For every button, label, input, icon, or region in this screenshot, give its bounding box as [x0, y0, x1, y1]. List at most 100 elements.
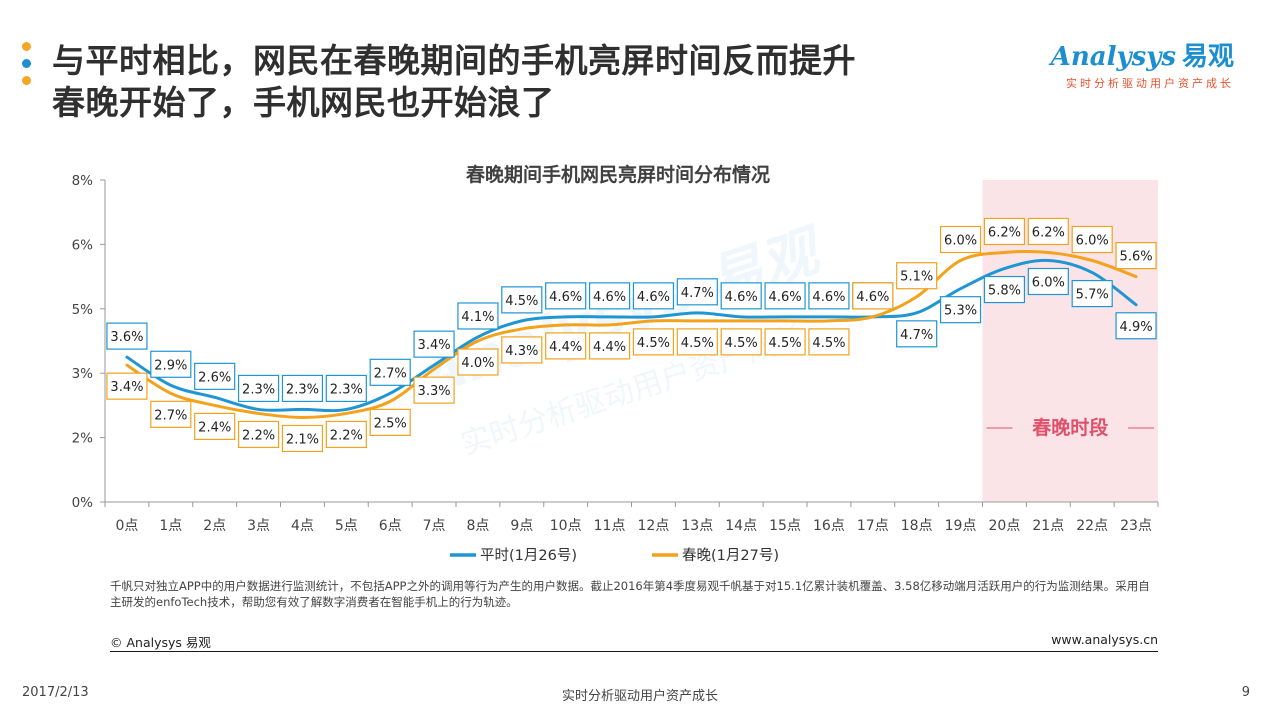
chart-title: 春晚期间手机网民亮屏时间分布情况 [466, 163, 770, 186]
data-label-box [150, 350, 192, 378]
data-label: 4.6% [725, 290, 758, 305]
copyright-text: © Analysys 易观 [110, 635, 211, 650]
data-label: 2.3% [286, 382, 319, 397]
data-label: 4.7% [900, 328, 933, 343]
data-label: 4.5% [681, 336, 714, 351]
data-label: 4.5% [637, 336, 670, 351]
data-label-box [237, 420, 280, 449]
analysys-logo: Analysys 易观 实时分析驱动用户资产成长 [1051, 36, 1234, 91]
data-label-box [632, 282, 675, 310]
y-tick-label: 6% [72, 237, 94, 253]
data-label: 3.4% [110, 380, 143, 395]
data-label: 6.0% [944, 234, 977, 249]
data-label-box [106, 322, 148, 350]
data-label: 6.0% [1032, 276, 1065, 291]
data-label-box [720, 328, 762, 356]
data-label: 2.7% [374, 366, 407, 381]
y-tick-label: 0% [72, 495, 94, 511]
data-label-box [852, 282, 894, 310]
x-tick-label: 9点 [510, 518, 533, 534]
x-tick-label: 21点 [1032, 518, 1064, 534]
data-label-box [281, 374, 324, 403]
data-label-box [457, 302, 499, 330]
data-label: 2.7% [154, 408, 187, 423]
x-tick-label: 20点 [989, 518, 1021, 534]
data-label-box [588, 332, 631, 360]
data-label-box [896, 262, 938, 290]
data-label-box [501, 336, 543, 364]
logo-brand: nalysys [1070, 42, 1176, 72]
x-tick-label: 12点 [638, 518, 670, 534]
data-label: 2.1% [286, 432, 319, 447]
data-label-box [150, 400, 192, 428]
series-line-gala [125, 249, 1138, 419]
data-label-box [632, 328, 675, 356]
data-label-box [720, 282, 762, 310]
title-bullet-dots [22, 42, 32, 93]
footer-tagline: 实时分析驱动用户资产成长 [561, 689, 718, 704]
y-tick-label: 3% [72, 366, 94, 382]
x-tick-label: 15点 [769, 518, 801, 534]
data-label: 3.6% [110, 330, 143, 345]
x-tick-label: 16点 [813, 518, 845, 534]
data-label: 4.6% [812, 290, 845, 305]
data-label-box [457, 348, 499, 376]
data-label-box [764, 282, 806, 310]
data-label: 4.5% [812, 336, 845, 351]
x-tick-label: 4点 [291, 518, 314, 534]
y-tick-label: 8% [72, 173, 94, 189]
data-label: 4.7% [681, 286, 714, 301]
x-tick-label: 11点 [594, 518, 626, 534]
data-label-box [896, 320, 938, 348]
website-link[interactable]: www.analysys.cn [1051, 632, 1158, 647]
data-label: 2.3% [242, 382, 275, 397]
data-label-box [281, 424, 324, 453]
data-label-box [676, 278, 718, 306]
data-label-box [413, 330, 455, 358]
data-label: 5.7% [1076, 288, 1109, 303]
data-label: 4.5% [505, 294, 538, 309]
data-label-box [1071, 279, 1113, 308]
highlight-label: 春晚时段 [1032, 416, 1109, 439]
x-tick-label: 17点 [857, 518, 889, 534]
page-number: 9 [1241, 685, 1250, 700]
data-label-box [325, 374, 367, 403]
data-label-box [106, 372, 148, 400]
data-label-box [194, 412, 236, 440]
data-label: 3.4% [418, 338, 451, 353]
page-title-line2: 春晚开始了，手机网民也开始浪了 [52, 83, 555, 122]
data-label: 4.4% [549, 340, 582, 355]
data-label-box [413, 376, 455, 404]
data-label: 2.4% [198, 420, 231, 435]
data-label-box [1027, 267, 1069, 296]
data-label: 3.3% [418, 384, 451, 399]
y-tick-label: 2% [72, 431, 94, 447]
footer-divider [110, 651, 1158, 652]
x-tick-label: 6点 [379, 518, 402, 534]
bullet-dot-1 [22, 42, 31, 51]
data-label-box [194, 362, 236, 390]
data-label: 4.0% [461, 356, 494, 371]
x-tick-label: 1点 [159, 518, 182, 534]
data-label: 4.6% [856, 290, 889, 305]
x-tick-label: 8点 [466, 518, 489, 534]
footer-date: 2017/2/13 [22, 685, 89, 700]
x-tick-label: 2点 [203, 518, 226, 534]
data-label: 2.3% [330, 382, 363, 397]
data-label: 4.5% [725, 336, 758, 351]
x-tick-label: 19点 [945, 518, 977, 534]
data-label: 6.2% [1032, 225, 1065, 240]
data-label-box [501, 286, 543, 314]
data-label: 4.1% [461, 310, 494, 325]
logo-tagline: 实时分析驱动用户资产成长 [1066, 77, 1234, 90]
x-tick-label: 3点 [247, 518, 270, 534]
bullet-dot-3 [22, 76, 31, 85]
data-label: 2.5% [374, 416, 407, 431]
logo-wordmark: Analysys 易观 [1051, 36, 1234, 73]
y-tick-label: 5% [72, 302, 94, 318]
x-tick-label: 13点 [681, 518, 713, 534]
bullet-dot-2 [22, 59, 31, 68]
data-label: 6.0% [1076, 234, 1109, 249]
page-title-line1: 与平时相比，网民在春晚期间的手机亮屏时间反而提升 [52, 41, 856, 80]
x-tick-label: 14点 [725, 518, 757, 534]
